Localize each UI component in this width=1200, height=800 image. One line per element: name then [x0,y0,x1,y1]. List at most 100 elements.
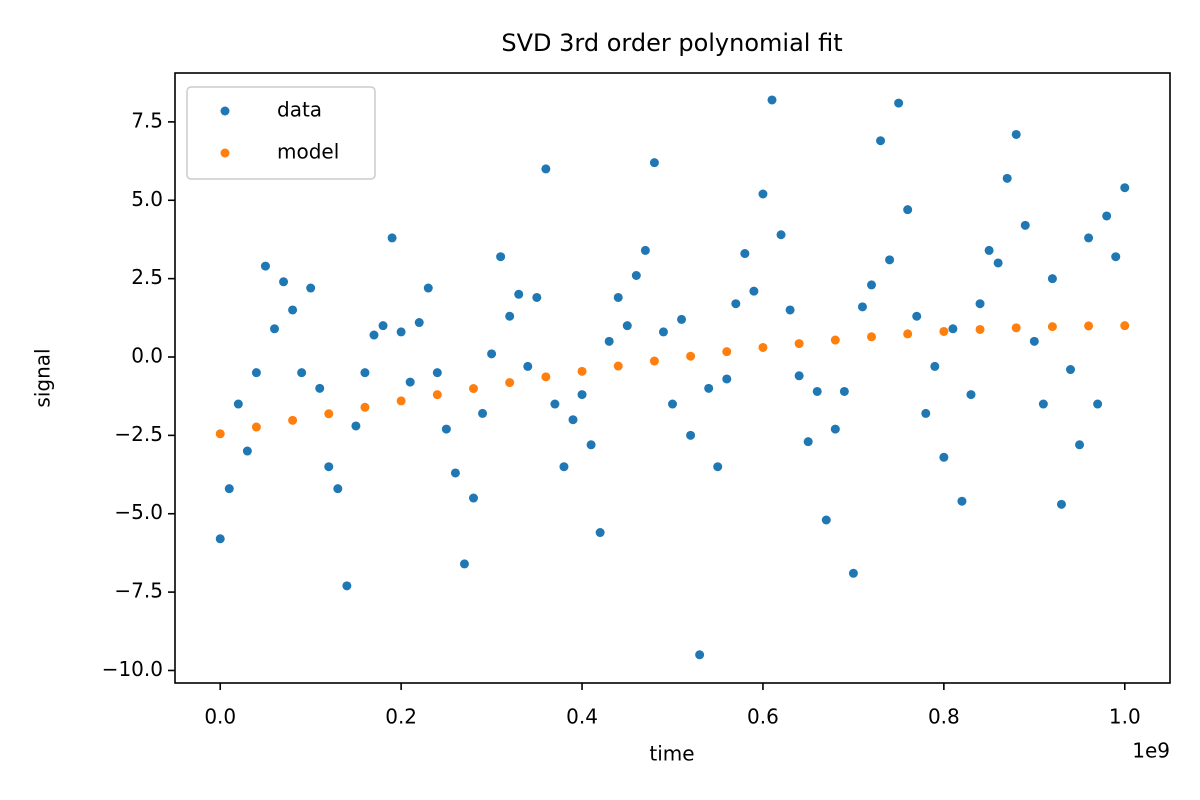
point [441,424,451,434]
point [1038,399,1048,409]
y-tick-label: −2.5 [114,422,163,446]
point [306,283,316,293]
point [1093,399,1103,409]
point [233,399,243,409]
y-tick-label: −7.5 [114,579,163,603]
point [478,408,488,418]
point [1120,183,1130,193]
point [459,559,469,569]
point [423,283,433,293]
point [469,384,478,394]
point [885,255,895,265]
point [794,371,804,381]
point [324,462,334,472]
point [1066,365,1075,375]
point [251,422,261,432]
point [677,314,687,324]
point [432,390,442,400]
point [704,383,714,393]
legend-box [186,86,376,180]
point [857,302,867,312]
legend-marker [220,106,230,116]
point [785,305,795,315]
point [1102,211,1112,221]
y-tick-label: 7.5 [131,108,163,132]
point [731,299,741,309]
x-tick-label: 0.2 [385,705,417,729]
point [1002,173,1012,183]
point [686,351,696,361]
point [215,534,225,544]
point [505,311,515,321]
point [414,318,424,328]
legend-marker [220,148,230,158]
point [279,277,289,287]
point [1047,274,1057,284]
point [514,289,524,299]
point [586,440,596,450]
point [867,280,876,290]
point [957,496,967,506]
point [613,292,623,302]
point [541,164,551,174]
y-tick-label: 0.0 [131,343,163,367]
point [315,383,325,393]
point [496,252,506,262]
point [613,361,623,371]
point [251,368,261,378]
point [577,366,587,376]
x-tick-label: 0.8 [928,705,960,729]
point [993,258,1003,268]
point [378,321,388,331]
point [713,462,723,472]
x-offset-label: 1e9 [1132,739,1170,763]
point [1011,129,1021,139]
point [839,386,849,396]
point [894,98,904,108]
point [559,462,569,472]
point [577,390,587,400]
point [876,136,886,146]
point [469,493,478,503]
point [921,408,931,418]
point [505,378,515,388]
point [658,327,668,337]
point [288,305,298,315]
point [758,342,768,352]
point [360,402,370,412]
point [568,415,578,425]
point [867,332,876,342]
x-tick-label: 1.0 [1109,705,1141,729]
point [740,249,750,259]
point [1047,322,1057,332]
point [387,233,397,243]
point [333,484,343,494]
point [288,415,298,425]
point [975,324,985,334]
point [396,327,406,337]
point [1111,252,1121,262]
y-axis-label: signal [31,348,55,407]
point [532,292,542,302]
point [1120,321,1130,331]
point [523,361,533,371]
point [821,515,831,525]
point [812,386,822,396]
point [640,245,650,255]
point [939,326,949,336]
point [1056,499,1066,509]
point [830,335,840,345]
point [830,424,840,434]
point [1075,440,1085,450]
point [722,347,732,357]
point [686,430,696,440]
point [224,484,234,494]
point [1084,233,1094,243]
point [848,568,858,578]
point [604,336,614,346]
point [242,446,252,456]
point [622,321,632,331]
point [215,429,225,439]
x-tick-label: 0.4 [566,705,598,729]
